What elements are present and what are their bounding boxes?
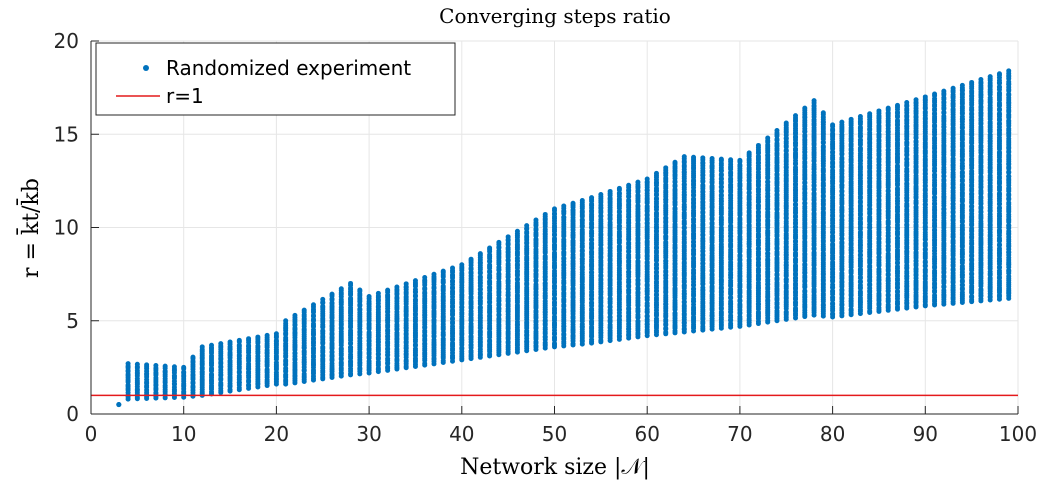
scatter-point	[459, 262, 465, 268]
scatter-point	[533, 217, 539, 223]
scatter-point	[385, 287, 391, 293]
scatter-point	[653, 170, 659, 176]
scatter-point	[709, 155, 715, 161]
scatter-point	[589, 195, 595, 201]
scatter-point	[477, 251, 483, 257]
scatter-point	[162, 363, 168, 369]
scatter-point	[283, 318, 289, 324]
scatter-point	[616, 185, 622, 191]
scatter-point	[348, 344, 354, 350]
scatter-point	[885, 105, 891, 111]
scatter-point	[264, 332, 270, 338]
scatter-point	[366, 294, 372, 300]
scatter-point	[552, 206, 557, 212]
scatter-point	[144, 362, 150, 368]
scatter-point	[728, 157, 734, 163]
scatter-point	[718, 156, 724, 162]
scatter-point	[320, 344, 326, 350]
scatter-point	[802, 105, 808, 111]
scatter-point	[514, 228, 520, 234]
scatter-point	[848, 116, 854, 122]
scatter-point	[820, 110, 826, 116]
scatter-point	[783, 120, 789, 126]
scatter-point	[755, 142, 761, 148]
scatter-point	[857, 114, 863, 120]
scatter-point	[338, 286, 344, 292]
scatter-point	[236, 337, 242, 343]
scatter-point	[542, 211, 548, 217]
scatter-point	[644, 176, 650, 182]
scatter-point	[691, 154, 697, 160]
scatter-point	[700, 155, 706, 161]
scatter-point	[171, 364, 177, 370]
scatter-point	[348, 280, 354, 286]
scatter-point	[153, 363, 159, 369]
scatter-point	[273, 331, 279, 337]
scatter-point	[774, 128, 780, 134]
scatter-point	[218, 341, 224, 347]
scatter-point	[329, 291, 335, 297]
scatter-point	[746, 150, 752, 156]
scatter-point	[607, 188, 613, 194]
scatter-point	[199, 344, 205, 350]
scatter-point	[227, 339, 233, 345]
scatter-point	[737, 157, 743, 163]
scatter-point	[505, 234, 511, 240]
scatter-point	[412, 278, 418, 284]
scatter-point	[681, 154, 687, 160]
scatter-point	[570, 200, 576, 206]
scatter-point	[524, 223, 530, 229]
scatter-point	[403, 281, 409, 287]
scatter-point	[487, 245, 493, 251]
scatter-point	[264, 367, 270, 373]
scatter-point	[765, 135, 771, 141]
scatter-point	[255, 334, 261, 340]
scatter-point	[663, 165, 669, 171]
scatter-point	[793, 113, 799, 119]
scatter-point	[867, 111, 873, 117]
scatter-point	[839, 119, 845, 125]
scatter-point	[496, 239, 502, 245]
scatter-point	[830, 122, 836, 128]
scatter-point	[209, 342, 215, 348]
scatter-point	[579, 197, 585, 203]
scatter-point	[598, 192, 604, 198]
scatter-point	[366, 329, 372, 335]
scatter-point	[375, 290, 381, 296]
scatter-point	[320, 296, 326, 302]
scatter-point	[190, 354, 196, 360]
scatter-point	[450, 265, 456, 271]
scatter-point	[125, 361, 131, 367]
scatter-point	[301, 307, 307, 313]
scatter-point	[422, 274, 428, 280]
scatter-point	[561, 203, 567, 209]
scatter-point	[116, 401, 122, 407]
randomized-experiment-points	[116, 68, 1012, 408]
scatter-point	[394, 284, 400, 290]
scatter-point	[181, 364, 187, 370]
scatter-point	[310, 302, 316, 308]
scatter-point	[246, 336, 252, 342]
scatter-point	[134, 361, 140, 367]
scatter-point	[811, 98, 817, 104]
scatter-point	[440, 268, 446, 274]
scatter-point	[876, 108, 882, 114]
scatter-point	[357, 287, 363, 293]
scatter-point	[468, 256, 474, 262]
scatter-point	[431, 271, 437, 277]
scatter-point	[626, 182, 632, 188]
scatter-point	[635, 179, 641, 185]
scatter-point	[672, 159, 678, 165]
scatter-point	[292, 312, 298, 318]
scatter-point	[440, 283, 446, 289]
